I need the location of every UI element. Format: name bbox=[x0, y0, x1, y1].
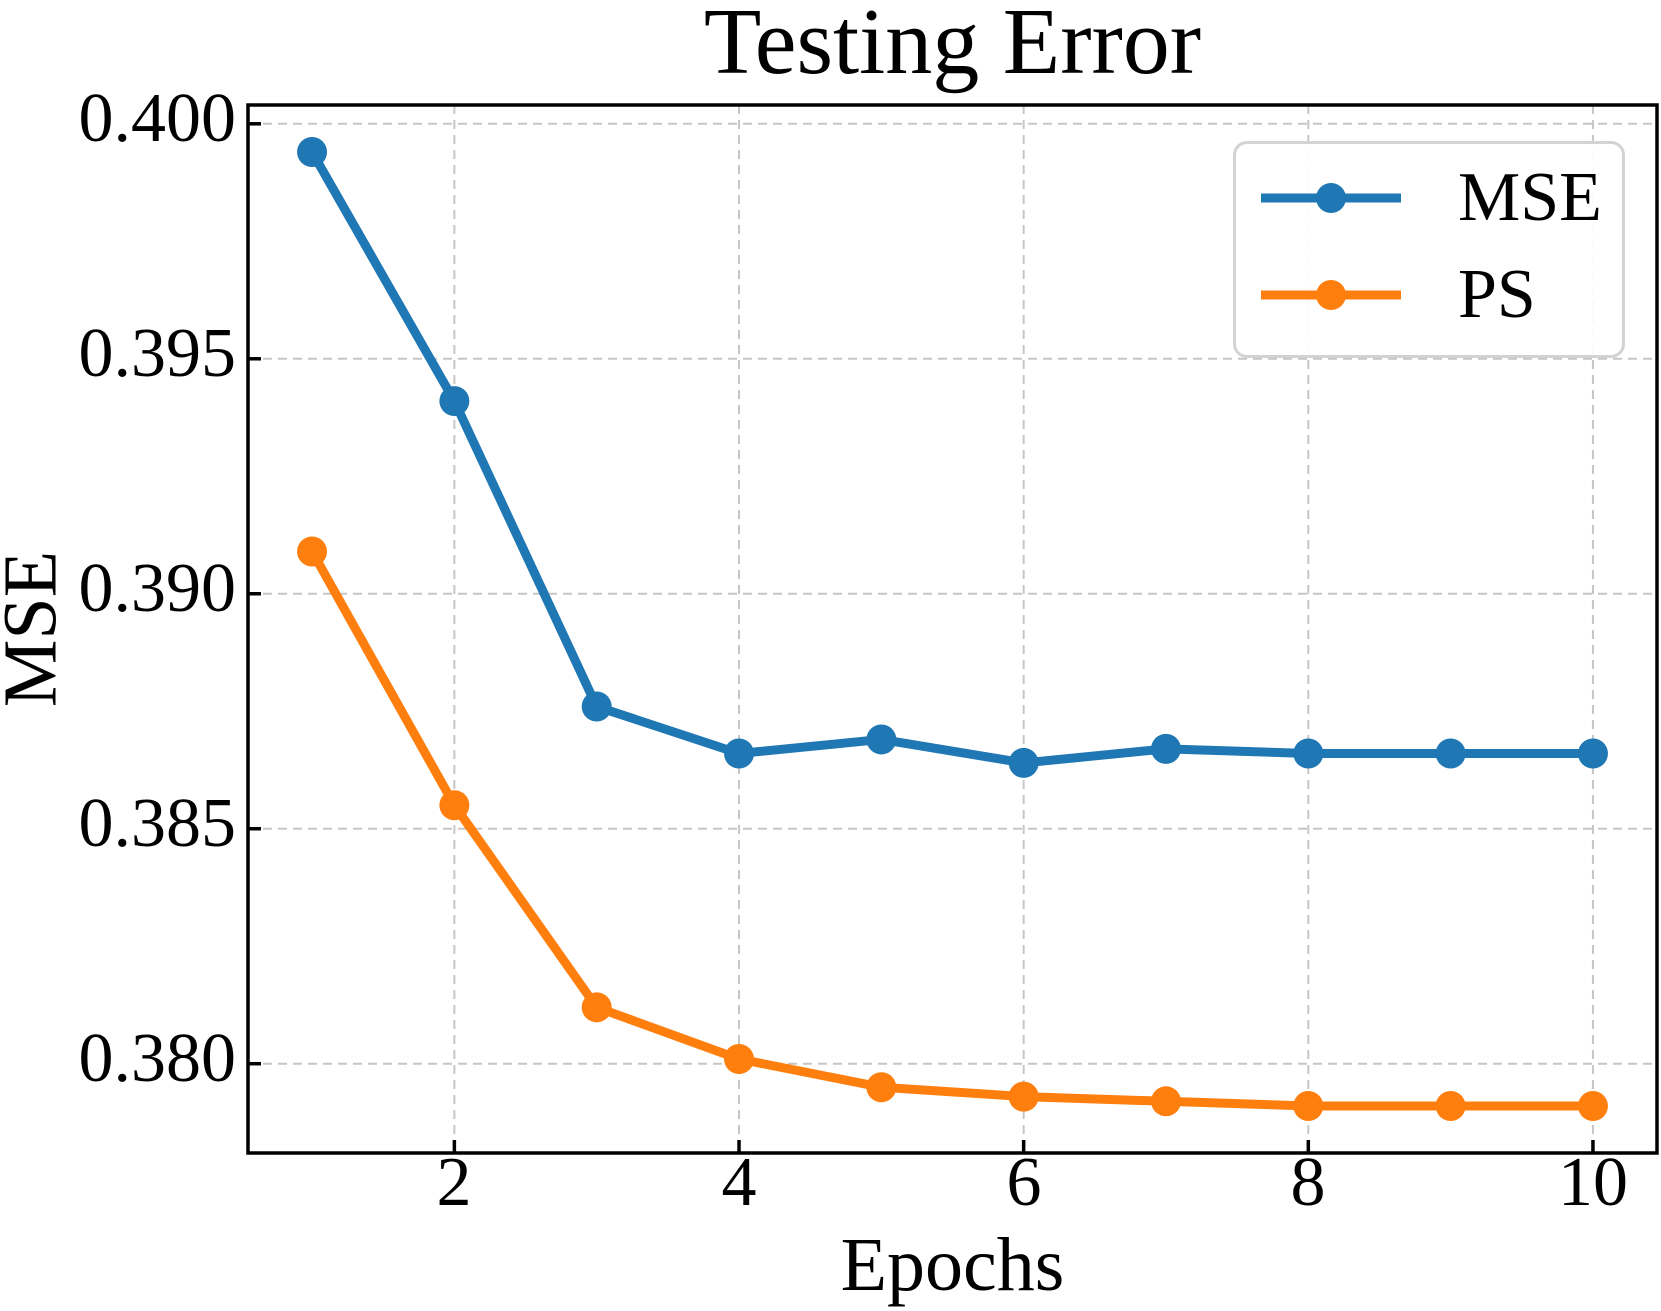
data-point-ps-9 bbox=[1435, 1091, 1466, 1122]
data-point-mse-6 bbox=[1008, 747, 1039, 778]
data-point-ps-5 bbox=[866, 1072, 897, 1103]
data-point-ps-8 bbox=[1293, 1091, 1324, 1122]
legend-label-ps: PS bbox=[1458, 256, 1536, 333]
plot-border bbox=[246, 103, 1659, 1155]
data-point-ps-1 bbox=[297, 536, 328, 567]
legend-item-mse: MSE bbox=[1258, 158, 1602, 238]
data-point-mse-10 bbox=[1577, 738, 1608, 769]
chart-title: Testing Error bbox=[703, 0, 1202, 94]
data-point-mse-9 bbox=[1435, 738, 1466, 769]
x-axis-label: Epochs bbox=[840, 1223, 1065, 1307]
data-series bbox=[297, 136, 1608, 1122]
data-point-mse-2 bbox=[439, 386, 470, 417]
y-axis-label: MSE bbox=[0, 550, 73, 708]
data-point-mse-1 bbox=[297, 136, 328, 167]
legend: MSE PS bbox=[1233, 141, 1625, 358]
data-point-ps-7 bbox=[1150, 1086, 1181, 1117]
legend-label-mse: MSE bbox=[1458, 159, 1602, 236]
data-point-mse-5 bbox=[866, 724, 897, 755]
data-point-ps-6 bbox=[1008, 1081, 1039, 1112]
data-point-ps-3 bbox=[581, 992, 612, 1023]
axis-tick-marks bbox=[248, 122, 1595, 1153]
data-point-mse-4 bbox=[724, 738, 755, 769]
data-point-ps-4 bbox=[724, 1044, 755, 1075]
series-line-ps bbox=[307, 546, 1598, 1111]
data-point-ps-10 bbox=[1577, 1091, 1608, 1122]
legend-line-sample-mse bbox=[1261, 183, 1401, 213]
legend-item-ps: PS bbox=[1258, 255, 1536, 335]
series-line-mse bbox=[307, 147, 1598, 768]
legend-line-sample-ps bbox=[1261, 280, 1401, 310]
data-point-mse-7 bbox=[1150, 733, 1181, 764]
gridlines bbox=[248, 105, 1657, 1153]
data-point-mse-3 bbox=[581, 691, 612, 722]
data-point-mse-8 bbox=[1293, 738, 1324, 769]
data-point-ps-2 bbox=[439, 790, 470, 821]
